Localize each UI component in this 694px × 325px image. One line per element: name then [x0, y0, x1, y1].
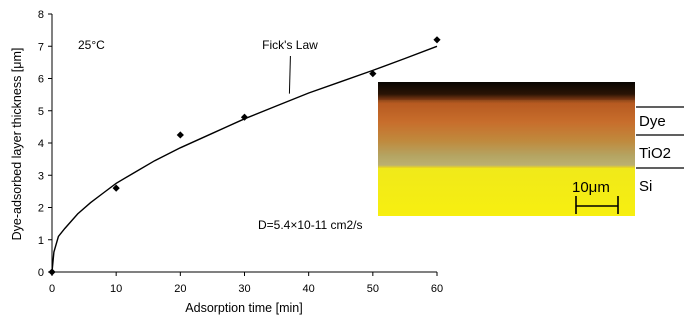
y-tick-label: 8 [38, 9, 44, 21]
diffusion-coefficient-label: D=5.4×10-11 cm2/s [258, 218, 363, 232]
data-point [369, 70, 377, 78]
y-tick-label: 3 [38, 170, 44, 182]
x-tick-label: 10 [110, 283, 122, 295]
layer-label-si: Si [639, 178, 652, 195]
x-axis-title: Adsorption time [min] [185, 301, 302, 315]
y-axis-title: Dye-adsorbed layer thickness [μm] [10, 48, 24, 241]
x-tick-label: 60 [431, 283, 443, 295]
data-point [48, 268, 56, 276]
layer-label-tio2: TiO2 [639, 145, 671, 162]
x-tick-label: 0 [49, 283, 55, 295]
x-tick-label: 20 [174, 283, 186, 295]
micrograph-image [378, 82, 635, 216]
scale-bar-label: 10μm [572, 179, 610, 196]
data-points [48, 36, 441, 276]
y-tick-label: 7 [38, 41, 44, 53]
data-point [112, 184, 120, 192]
y-tick-label: 4 [38, 138, 44, 150]
temperature-label: 25°C [78, 38, 105, 52]
fick-law-label: Fick's Law [262, 38, 318, 52]
y-tick-label: 2 [38, 203, 44, 215]
y-ticks: 0 1 2 3 4 5 6 7 8 [38, 9, 52, 279]
micrograph-texture [378, 100, 635, 168]
x-tick-label: 30 [238, 283, 250, 295]
y-tick-label: 0 [38, 267, 44, 279]
data-point [433, 36, 441, 44]
scale-bar [575, 196, 619, 214]
y-tick-label: 5 [38, 106, 44, 118]
x-tick-label: 40 [303, 283, 315, 295]
fick-law-pointer [288, 55, 291, 94]
x-ticks: 0 10 20 30 40 50 60 [49, 272, 443, 295]
y-tick-label: 1 [38, 235, 44, 247]
data-point [176, 131, 184, 139]
layer-label-dye: Dye [639, 113, 666, 130]
fick-law-curve [51, 45, 438, 273]
data-point [240, 113, 249, 121]
x-tick-label: 50 [367, 283, 379, 295]
y-tick-label: 6 [38, 74, 44, 86]
micrograph-inset: 10μm Dye TiO2 Si [378, 82, 684, 216]
